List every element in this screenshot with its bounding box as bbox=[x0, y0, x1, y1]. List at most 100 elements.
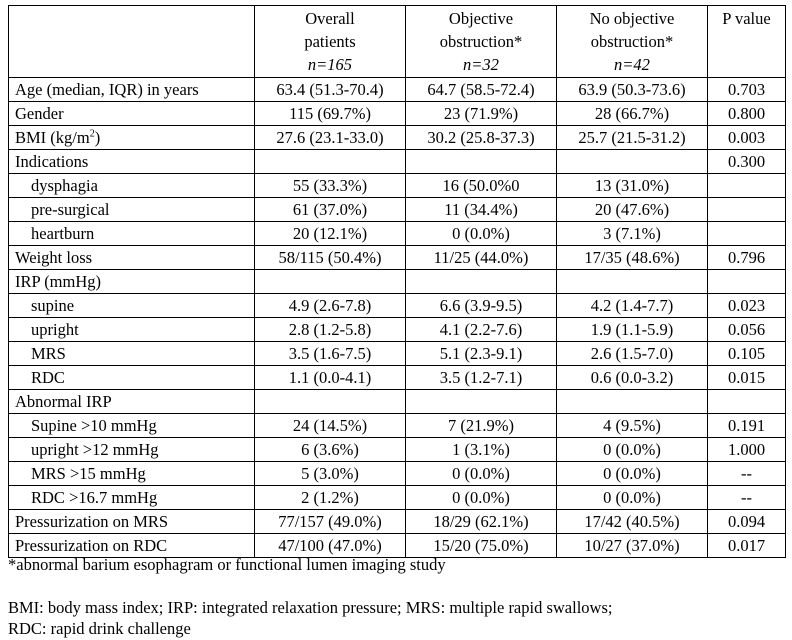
row-label: MRS bbox=[8, 341, 255, 366]
cell-no-objective: 2.6 (1.5-7.0) bbox=[556, 341, 708, 366]
header-cell-overall: Overall patients n=165 bbox=[254, 5, 406, 78]
row-label-text: Supine >10 mmHg bbox=[31, 416, 157, 435]
cell-p-value: 0.094 bbox=[707, 509, 786, 534]
row-label-text: upright >12 mmHg bbox=[31, 440, 159, 459]
cell-overall: 3.5 (1.6-7.5) bbox=[254, 341, 406, 366]
header-objective-line2: obstruction* bbox=[439, 32, 523, 51]
header-cell-objective: Objective obstruction* n=32 bbox=[405, 5, 557, 78]
row-label-text: supine bbox=[31, 296, 75, 315]
cell-p-value bbox=[707, 389, 786, 414]
cell-overall: 6 (3.6%) bbox=[254, 437, 406, 462]
cell-overall bbox=[254, 149, 406, 174]
table-row: upright >12 mmHg 6 (3.6%) 1 (3.1%) 0 (0.0%)… bbox=[8, 437, 786, 462]
row-label: Indications bbox=[8, 149, 255, 174]
cell-no-objective bbox=[556, 149, 708, 174]
row-label: Age (median, IQR) in years bbox=[8, 77, 255, 102]
cell-objective: 7 (21.9%) bbox=[405, 413, 557, 438]
table-row: MRS 3.5 (1.6-7.5) 5.1 (2.3-9.1) 2.6 (1.5-7.… bbox=[8, 341, 786, 366]
cell-overall: 20 (12.1%) bbox=[254, 221, 406, 246]
table-row: Abnormal IRP bbox=[8, 389, 786, 414]
cell-p-value bbox=[707, 197, 786, 222]
row-label-text: Pressurization on RDC bbox=[15, 536, 168, 555]
cell-no-objective: 0 (0.0%) bbox=[556, 461, 708, 486]
cell-objective: 11/25 (44.0%) bbox=[405, 245, 557, 270]
row-label: Abnormal IRP bbox=[8, 389, 255, 414]
cell-p-value: 0.703 bbox=[707, 77, 786, 102]
table-row: Gender 115 (69.7%) 23 (71.9%) 28 (66.7%) 0.8… bbox=[8, 101, 786, 126]
row-label: pre-surgical bbox=[8, 197, 255, 222]
cell-overall: 55 (33.3%) bbox=[254, 173, 406, 198]
cell-no-objective: 0 (0.0%) bbox=[556, 437, 708, 462]
cell-no-objective: 0.6 (0.0-3.2) bbox=[556, 365, 708, 390]
table-row: RDC >16.7 mmHg 2 (1.2%) 0 (0.0%) 0 (0.0%) -- bbox=[8, 485, 786, 510]
cell-objective: 16 (50.0%0 bbox=[405, 173, 557, 198]
row-label-text: BMI (kg/m bbox=[15, 128, 90, 147]
cell-objective: 11 (34.4%) bbox=[405, 197, 557, 222]
cell-no-objective: 25.7 (21.5-31.2) bbox=[556, 125, 708, 150]
row-label-text: RDC >16.7 mmHg bbox=[31, 488, 158, 507]
cell-p-value: 0.023 bbox=[707, 293, 786, 318]
cell-overall: 24 (14.5%) bbox=[254, 413, 406, 438]
table-row: Indications 0.300 bbox=[8, 149, 786, 174]
abbreviations-line-1: BMI: body mass index; IRP: integrated re… bbox=[8, 598, 613, 617]
cell-no-objective: 63.9 (50.3-73.6) bbox=[556, 77, 708, 102]
row-label: MRS >15 mmHg bbox=[8, 461, 255, 486]
row-label: RDC >16.7 mmHg bbox=[8, 485, 255, 510]
cell-objective: 1 (3.1%) bbox=[405, 437, 557, 462]
header-cell-variable bbox=[8, 5, 255, 78]
cell-objective: 6.6 (3.9-9.5) bbox=[405, 293, 557, 318]
header-no-objective-line1: No objective bbox=[589, 9, 675, 28]
row-label: Pressurization on RDC bbox=[8, 533, 255, 558]
row-label-text: dysphagia bbox=[31, 176, 98, 195]
cell-overall: 2.8 (1.2-5.8) bbox=[254, 317, 406, 342]
cell-objective: 0 (0.0%) bbox=[405, 461, 557, 486]
cell-overall: 115 (69.7%) bbox=[254, 101, 406, 126]
footnote: *abnormal barium esophagram or functiona… bbox=[8, 555, 446, 574]
cell-overall: 2 (1.2%) bbox=[254, 485, 406, 510]
cell-overall: 61 (37.0%) bbox=[254, 197, 406, 222]
row-label: Pressurization on MRS bbox=[8, 509, 255, 534]
cell-objective: 0 (0.0%) bbox=[405, 221, 557, 246]
header-overall-line2: patients bbox=[304, 32, 356, 51]
cell-no-objective: 28 (66.7%) bbox=[556, 101, 708, 126]
cell-objective: 0 (0.0%) bbox=[405, 485, 557, 510]
cell-no-objective: 20 (47.6%) bbox=[556, 197, 708, 222]
cell-no-objective bbox=[556, 269, 708, 294]
cell-overall: 5 (3.0%) bbox=[254, 461, 406, 486]
row-label: Weight loss bbox=[8, 245, 255, 270]
cell-p-value bbox=[707, 269, 786, 294]
cell-objective: 5.1 (2.3-9.1) bbox=[405, 341, 557, 366]
cell-no-objective bbox=[556, 389, 708, 414]
row-label: heartburn bbox=[8, 221, 255, 246]
cell-p-value: -- bbox=[707, 461, 786, 486]
row-label-text: Weight loss bbox=[15, 248, 93, 267]
row-label-superscript: 2 bbox=[89, 128, 95, 140]
cell-no-objective: 13 (31.0%) bbox=[556, 173, 708, 198]
cell-objective: 18/29 (62.1%) bbox=[405, 509, 557, 534]
cell-objective: 30.2 (25.8-37.3) bbox=[405, 125, 557, 150]
cell-overall: 58/115 (50.4%) bbox=[254, 245, 406, 270]
table-row: BMI (kg/m2) 27.6 (23.1-33.0) 30.2 (25.8-37… bbox=[8, 125, 786, 150]
cell-overall: 1.1 (0.0-4.1) bbox=[254, 365, 406, 390]
results-table: Overall patients n=165 Objective obstruc… bbox=[8, 5, 786, 558]
row-label: dysphagia bbox=[8, 173, 255, 198]
cell-p-value: 0.800 bbox=[707, 101, 786, 126]
row-label: IRP (mmHg) bbox=[8, 269, 255, 294]
cell-p-value: 0.796 bbox=[707, 245, 786, 270]
row-label-text: Gender bbox=[15, 104, 64, 123]
cell-p-value bbox=[707, 221, 786, 246]
row-label: supine bbox=[8, 293, 255, 318]
header-cell-p-value: P value bbox=[707, 5, 786, 78]
table-row: Supine >10 mmHg 24 (14.5%) 7 (21.9%) 4 (9.5… bbox=[8, 413, 786, 438]
cell-p-value: -- bbox=[707, 485, 786, 510]
table-row: RDC 1.1 (0.0-4.1) 3.5 (1.2-7.1) 0.6 (0.0-3.… bbox=[8, 365, 786, 390]
header-objective-line1: Objective bbox=[448, 9, 514, 28]
row-label: Gender bbox=[8, 101, 255, 126]
cell-objective: 4.1 (2.2-7.6) bbox=[405, 317, 557, 342]
cell-objective bbox=[405, 149, 557, 174]
cell-p-value: 0.015 bbox=[707, 365, 786, 390]
cell-p-value bbox=[707, 173, 786, 198]
row-label-text: IRP (mmHg) bbox=[15, 272, 102, 291]
table-row: Pressurization on RDC 47/100 (47.0%) 15/20… bbox=[8, 533, 786, 558]
